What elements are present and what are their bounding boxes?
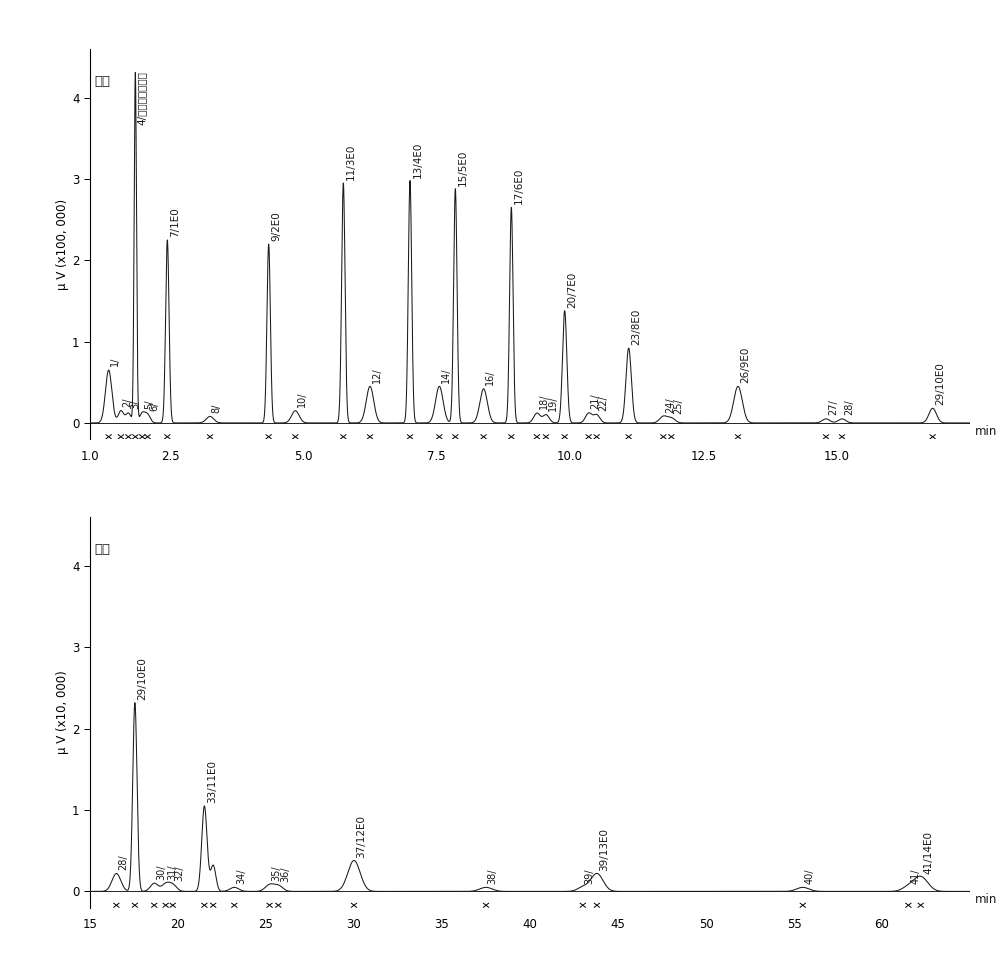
Text: 29/10E0: 29/10E0	[138, 657, 148, 700]
Text: 26/9E0: 26/9E0	[741, 346, 751, 384]
Text: 9/2E0: 9/2E0	[271, 211, 281, 241]
Text: 35/: 35/	[271, 866, 281, 881]
Text: 12/: 12/	[372, 367, 382, 383]
Text: 16/: 16/	[485, 370, 495, 385]
Text: 6/: 6/	[149, 402, 159, 411]
Text: 38/: 38/	[488, 868, 498, 883]
Text: min: min	[974, 893, 997, 906]
Text: 色谱: 色谱	[94, 544, 110, 556]
Text: 31/: 31/	[167, 865, 177, 880]
Text: 11/3E0: 11/3E0	[346, 143, 356, 180]
Text: 8/: 8/	[212, 403, 222, 413]
Text: 19/: 19/	[548, 395, 558, 411]
Text: 14/: 14/	[441, 367, 451, 383]
Text: 1/: 1/	[110, 357, 120, 366]
Y-axis label: μ V (x10, 000): μ V (x10, 000)	[56, 671, 69, 754]
Text: 33/11E0: 33/11E0	[207, 760, 217, 803]
Text: 21/: 21/	[590, 393, 600, 409]
Text: 40/: 40/	[805, 868, 815, 883]
Text: 37/12E0: 37/12E0	[357, 815, 367, 858]
Text: min: min	[974, 425, 997, 437]
Text: 34/: 34/	[236, 868, 246, 883]
Text: 10/: 10/	[297, 391, 307, 407]
Text: 17/6E0: 17/6E0	[514, 168, 524, 204]
Text: 13/4E0: 13/4E0	[413, 142, 423, 178]
Text: 25/: 25/	[673, 398, 683, 414]
Y-axis label: μ V (x100, 000): μ V (x100, 000)	[56, 198, 69, 290]
Text: 28/: 28/	[844, 399, 854, 415]
Text: 20/7E0: 20/7E0	[567, 271, 577, 307]
Text: 23/8E0: 23/8E0	[631, 308, 641, 346]
Text: 18/: 18/	[539, 394, 549, 409]
Text: 3/: 3/	[130, 400, 140, 409]
Text: 32/: 32/	[174, 866, 184, 881]
Text: 色谱: 色谱	[94, 75, 110, 88]
Text: 4/标样定乙酸乙醒: 4/标样定乙酸乙醒	[137, 71, 147, 126]
Text: 39/13E0: 39/13E0	[600, 828, 610, 871]
Text: 7/1E0: 7/1E0	[170, 207, 180, 237]
Text: 5/: 5/	[144, 400, 154, 409]
Text: 29/10E0: 29/10E0	[935, 362, 945, 405]
Text: 30/: 30/	[156, 864, 166, 879]
Text: 15/5E0: 15/5E0	[458, 149, 468, 185]
Text: 41/: 41/	[910, 868, 920, 883]
Text: 39/: 39/	[585, 868, 595, 883]
Text: 28/: 28/	[118, 854, 128, 870]
Text: 2/: 2/	[123, 397, 133, 407]
Text: 36/: 36/	[280, 867, 290, 882]
Text: 24/: 24/	[665, 397, 675, 413]
Text: 22/: 22/	[598, 395, 608, 411]
Text: 41/14E0: 41/14E0	[923, 831, 933, 874]
Text: 27/: 27/	[828, 399, 838, 415]
